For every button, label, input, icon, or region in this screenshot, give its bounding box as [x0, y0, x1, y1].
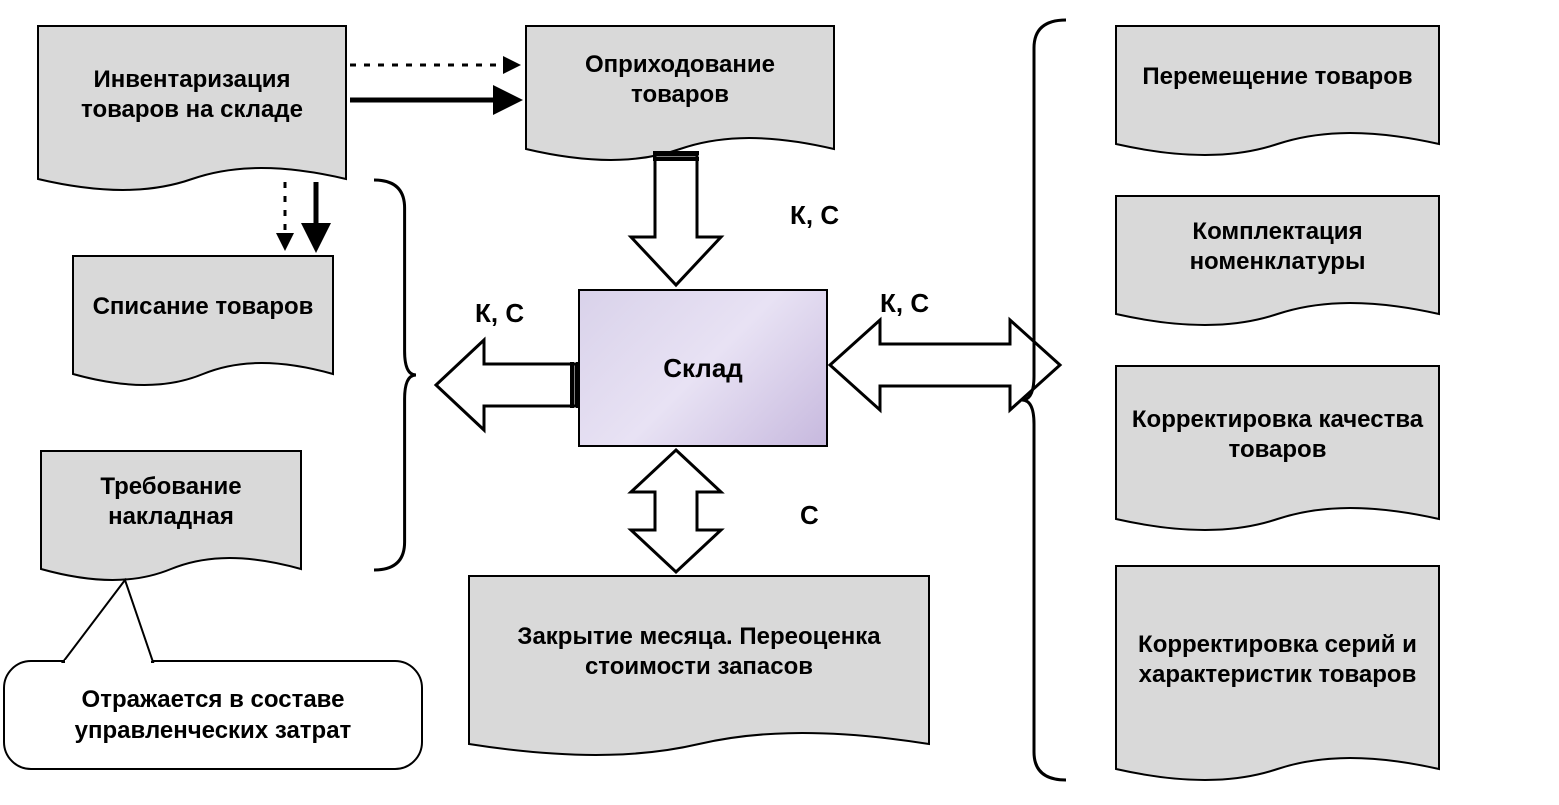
- node-label: Корректировка качества товаров: [1127, 405, 1428, 465]
- node-label: Инвентаризация товаров на складе: [49, 65, 335, 125]
- label-lbl-top: К, С: [790, 200, 839, 231]
- node-writeoff: Списание товаров: [72, 255, 334, 393]
- label-lbl-bottom: С: [800, 500, 819, 531]
- node-closing: Закрытие месяца. Переоценка стоимости за…: [468, 575, 930, 763]
- node-quality: Корректировка качества товаров: [1115, 365, 1440, 538]
- node-request: Требование накладная: [40, 450, 302, 588]
- node-series: Корректировка серий и характеристик това…: [1115, 565, 1440, 788]
- block-arrow-bottom-bi: [631, 450, 721, 572]
- node-label: Комплектация номенклатуры: [1127, 217, 1428, 277]
- node-inventory: Инвентаризация товаров на складе: [37, 25, 347, 198]
- diagram-canvas: Инвентаризация товаров на складе Оприходо…: [0, 0, 1559, 805]
- callout-tail: [63, 580, 153, 662]
- label-lbl-right: К, С: [880, 288, 929, 319]
- center-node: Склад: [578, 289, 828, 447]
- node-label: Требование накладная: [52, 472, 290, 532]
- block-arrow-right-bi: [830, 320, 1060, 410]
- node-posting: Оприходование товаров: [525, 25, 835, 168]
- block-arrow-top-in: [631, 155, 721, 285]
- node-label: Закрытие месяца. Переоценка стоимости за…: [480, 622, 918, 682]
- callout-label: Отражается в составе управленческих затр…: [19, 684, 407, 746]
- node-label: Корректировка серий и характеристик това…: [1127, 630, 1428, 690]
- block-arrow-left-out: [436, 340, 576, 430]
- node-label: Перемещение товаров: [1142, 62, 1412, 92]
- center-label: Склад: [663, 353, 743, 384]
- callout: Отражается в составе управленческих затр…: [3, 660, 423, 770]
- node-assembly: Комплектация номенклатуры: [1115, 195, 1440, 333]
- node-label: Списание товаров: [93, 292, 314, 322]
- right-brace: [1022, 20, 1066, 780]
- label-lbl-left: К, С: [475, 298, 524, 329]
- node-move: Перемещение товаров: [1115, 25, 1440, 163]
- left-brace: [374, 180, 416, 570]
- node-label: Оприходование товаров: [537, 50, 823, 110]
